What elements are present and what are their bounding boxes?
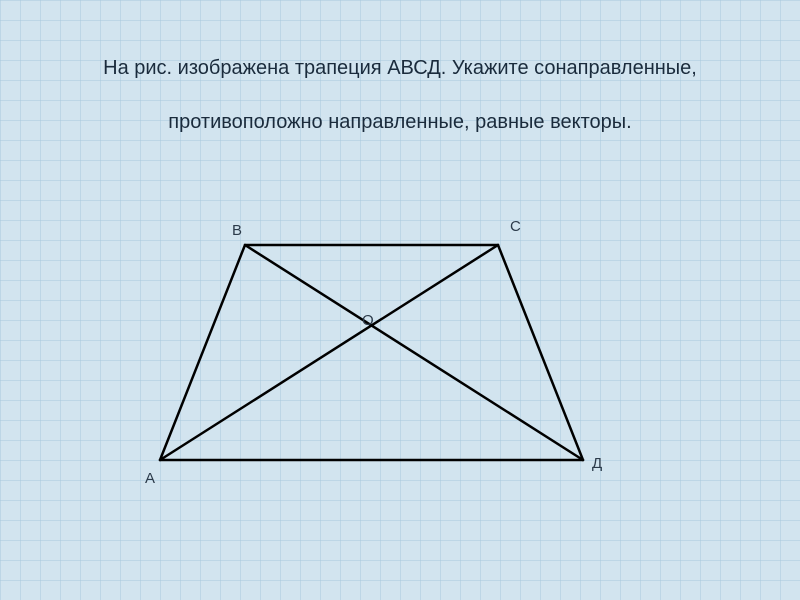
vertex-label-a: А (145, 470, 155, 487)
vertex-label-o: О (362, 312, 374, 329)
edge-CD (498, 245, 583, 460)
vertex-label-d: Д (592, 455, 602, 472)
edge-BD (245, 245, 583, 460)
slide: На рис. изображена трапеция АВСД. Укажит… (0, 0, 800, 600)
vertex-label-b: В (232, 222, 242, 239)
trapezoid-diagram (0, 0, 800, 600)
edge-AB (160, 245, 245, 460)
vertex-label-c: С (510, 218, 521, 235)
edge-AC (160, 245, 498, 460)
